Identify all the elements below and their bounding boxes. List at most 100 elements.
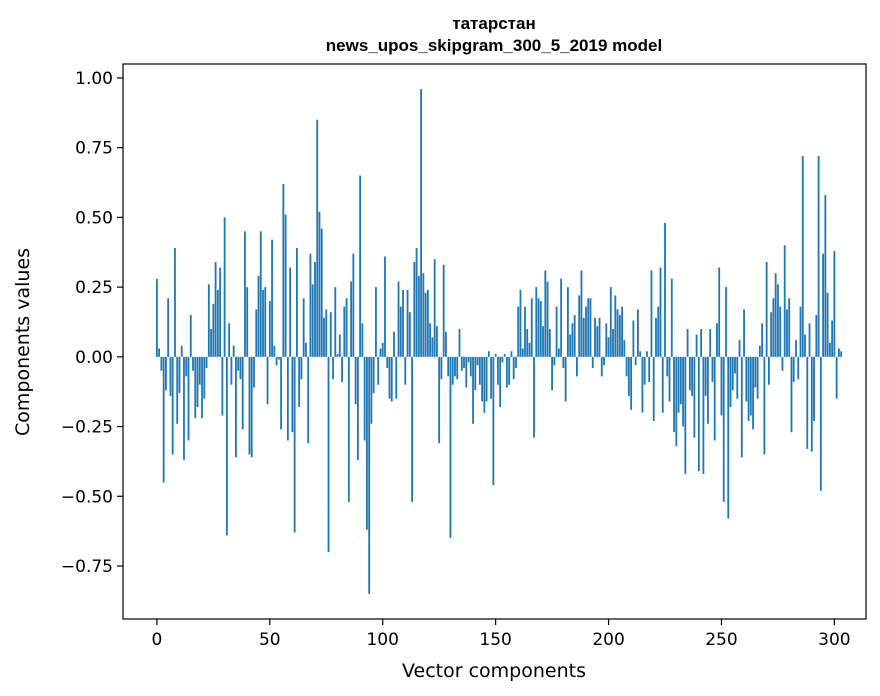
bar-153 bbox=[501, 356, 504, 363]
bar-142 bbox=[476, 356, 479, 366]
bar-285 bbox=[799, 306, 802, 357]
bar-165 bbox=[528, 342, 531, 357]
bar-276 bbox=[779, 306, 782, 357]
bar-289 bbox=[808, 323, 811, 357]
bar-204 bbox=[616, 309, 619, 357]
bar-151 bbox=[496, 356, 499, 385]
x-axis-ticks: 0 50 100 150 200 250 300 bbox=[151, 619, 851, 650]
bar-229 bbox=[673, 356, 675, 433]
bar-26 bbox=[214, 262, 217, 357]
bar-0 bbox=[155, 278, 158, 357]
bar-261 bbox=[745, 356, 748, 402]
bar-201 bbox=[609, 287, 612, 357]
bar-110 bbox=[404, 356, 407, 385]
bar-278 bbox=[783, 245, 786, 357]
bar-series bbox=[155, 89, 843, 594]
bar-96 bbox=[372, 356, 375, 394]
bar-78 bbox=[332, 356, 334, 380]
bar-127 bbox=[442, 264, 445, 357]
bar-87 bbox=[352, 253, 355, 357]
bar-250 bbox=[720, 356, 723, 416]
bar-292 bbox=[815, 315, 818, 357]
bar-216 bbox=[643, 356, 646, 385]
bar-251 bbox=[722, 356, 725, 502]
bar-225 bbox=[664, 222, 666, 357]
bar-190 bbox=[585, 306, 587, 357]
bar-71 bbox=[316, 119, 319, 357]
x-tick-label: 200 bbox=[592, 630, 624, 650]
bar-70 bbox=[314, 262, 316, 357]
bar-28 bbox=[219, 267, 222, 357]
bar-226 bbox=[666, 356, 669, 377]
bar-281 bbox=[790, 356, 793, 433]
bar-81 bbox=[338, 334, 341, 357]
bar-152 bbox=[499, 356, 502, 408]
bar-271 bbox=[767, 356, 770, 385]
bar-288 bbox=[806, 356, 809, 449]
bar-63 bbox=[298, 356, 301, 408]
bar-3 bbox=[162, 356, 165, 483]
bar-123 bbox=[433, 259, 436, 357]
bar-217 bbox=[646, 351, 648, 357]
bar-91 bbox=[361, 323, 364, 357]
bar-92 bbox=[363, 356, 366, 441]
bar-45 bbox=[257, 275, 260, 357]
bar-39 bbox=[244, 231, 246, 357]
bar-173 bbox=[546, 281, 549, 357]
bar-185 bbox=[573, 315, 576, 357]
bar-223 bbox=[659, 267, 662, 357]
bar-89 bbox=[356, 356, 359, 461]
bar-129 bbox=[447, 356, 450, 377]
bar-298 bbox=[828, 342, 831, 357]
x-tick-label: 50 bbox=[259, 630, 281, 650]
bar-131 bbox=[451, 356, 454, 385]
bar-111 bbox=[406, 289, 409, 357]
bar-121 bbox=[429, 323, 432, 357]
bar-47 bbox=[262, 289, 264, 357]
bar-280 bbox=[788, 298, 791, 357]
bar-113 bbox=[411, 356, 413, 502]
bar-30 bbox=[223, 217, 226, 357]
bar-295 bbox=[822, 253, 824, 357]
bar-128 bbox=[445, 331, 447, 357]
bar-58 bbox=[286, 356, 289, 441]
bar-108 bbox=[399, 306, 402, 357]
bar-85 bbox=[347, 356, 350, 502]
bar-120 bbox=[426, 289, 429, 357]
bar-90 bbox=[359, 175, 362, 357]
bar-102 bbox=[386, 356, 389, 368]
bar-43 bbox=[253, 356, 255, 388]
bar-12 bbox=[183, 356, 185, 461]
bar-286 bbox=[801, 156, 804, 357]
bar-163 bbox=[524, 306, 526, 357]
bar-72 bbox=[318, 211, 321, 357]
bar-282 bbox=[792, 356, 795, 382]
chart-title-line1: татарстан bbox=[452, 14, 535, 33]
bar-284 bbox=[797, 356, 800, 380]
bar-137 bbox=[465, 356, 468, 388]
bar-277 bbox=[781, 356, 784, 371]
bar-104 bbox=[390, 356, 393, 402]
bar-202 bbox=[612, 328, 614, 357]
bar-258 bbox=[738, 340, 741, 357]
bar-166 bbox=[530, 298, 533, 357]
bar-205 bbox=[618, 315, 621, 357]
bar-269 bbox=[763, 356, 766, 455]
y-tick-label: −0.75 bbox=[61, 557, 113, 577]
x-tick-label: 300 bbox=[818, 630, 850, 650]
bar-114 bbox=[413, 262, 416, 357]
bar-242 bbox=[702, 356, 705, 474]
bar-303 bbox=[840, 351, 843, 357]
bar-266 bbox=[756, 356, 759, 399]
bar-155 bbox=[506, 356, 508, 388]
bar-244 bbox=[707, 356, 709, 424]
bar-221 bbox=[655, 317, 657, 357]
bar-219 bbox=[650, 270, 653, 357]
bar-98 bbox=[377, 356, 380, 385]
bar-66 bbox=[305, 342, 307, 357]
x-tick-label: 250 bbox=[705, 630, 737, 650]
bar-230 bbox=[675, 356, 678, 447]
bar-147 bbox=[487, 351, 490, 357]
bar-150 bbox=[494, 354, 497, 357]
bar-297 bbox=[826, 292, 829, 357]
